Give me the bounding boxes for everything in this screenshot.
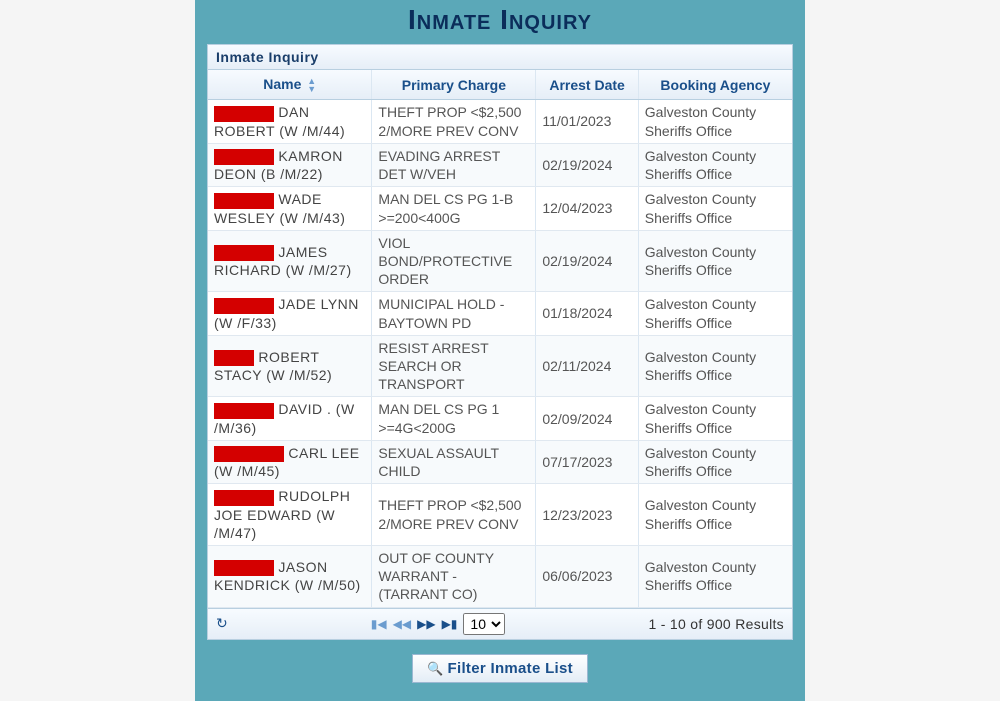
page-root: Inmate Inquiry Inmate Inquiry Name ▲▼ Pr… — [0, 0, 1000, 625]
cell-arrest: 07/17/2023 — [536, 440, 638, 483]
cell-name: ROBERT STACY (W /M/52) — [208, 335, 372, 397]
cell-arrest: 01/18/2024 — [536, 292, 638, 335]
redacted-name — [214, 560, 274, 576]
filter-button-wrap: 🔍 Filter Inmate List — [207, 654, 793, 683]
redacted-name — [214, 149, 274, 165]
redacted-name — [214, 490, 274, 506]
cell-agency: Galveston County Sheriffs Office — [638, 143, 792, 186]
sort-indicator-icon: ▲▼ — [307, 77, 316, 93]
grid-caption: Inmate Inquiry — [208, 45, 792, 70]
cell-agency: Galveston County Sheriffs Office — [638, 230, 792, 292]
cell-agency: Galveston County Sheriffs Office — [638, 484, 792, 546]
results-table: Name ▲▼ Primary Charge Arrest Date Booki… — [208, 70, 792, 608]
prev-page-icon[interactable]: ◀◀ — [393, 617, 411, 631]
cell-charge: THEFT PROP <$2,500 2/MORE PREV CONV — [372, 100, 536, 143]
cell-charge: SEXUAL ASSAULT CHILD — [372, 440, 536, 483]
col-header-name[interactable]: Name ▲▼ — [208, 70, 372, 100]
table-row[interactable]: JADE LYNN (W /F/33)MUNICIPAL HOLD - BAYT… — [208, 292, 792, 335]
page-title: Inmate Inquiry — [207, 0, 793, 44]
cell-charge: MAN DEL CS PG 1 >=4G<200G — [372, 397, 536, 440]
redacted-name — [214, 403, 274, 419]
redacted-name — [214, 193, 274, 209]
table-row[interactable]: WADE WESLEY (W /M/43)MAN DEL CS PG 1-B >… — [208, 187, 792, 230]
cell-agency: Galveston County Sheriffs Office — [638, 292, 792, 335]
col-header-name-label: Name — [263, 76, 301, 92]
cell-agency: Galveston County Sheriffs Office — [638, 335, 792, 397]
cell-arrest: 12/23/2023 — [536, 484, 638, 546]
cell-arrest: 02/19/2024 — [536, 143, 638, 186]
cell-arrest: 11/01/2023 — [536, 100, 638, 143]
redacted-name — [214, 446, 284, 462]
refresh-icon[interactable]: ↻ — [216, 615, 228, 632]
cell-charge: THEFT PROP <$2,500 2/MORE PREV CONV — [372, 484, 536, 546]
cell-agency: Galveston County Sheriffs Office — [638, 440, 792, 483]
col-header-charge[interactable]: Primary Charge — [372, 70, 536, 100]
cell-arrest: 02/19/2024 — [536, 230, 638, 292]
col-header-arrest[interactable]: Arrest Date — [536, 70, 638, 100]
cell-arrest: 12/04/2023 — [536, 187, 638, 230]
results-grid: Inmate Inquiry Name ▲▼ Primary Charge Ar… — [207, 44, 793, 640]
cell-arrest: 02/11/2024 — [536, 335, 638, 397]
next-page-icon[interactable]: ▶▶ — [417, 617, 435, 631]
cell-name: WADE WESLEY (W /M/43) — [208, 187, 372, 230]
table-row[interactable]: RUDOLPH JOE EDWARD (W /M/47)THEFT PROP <… — [208, 484, 792, 546]
cell-charge: OUT OF COUNTY WARRANT - (TARRANT CO) — [372, 546, 536, 608]
cell-agency: Galveston County Sheriffs Office — [638, 100, 792, 143]
magnifier-icon: 🔍 — [427, 661, 444, 676]
header-row: Name ▲▼ Primary Charge Arrest Date Booki… — [208, 70, 792, 100]
table-row[interactable]: KAMRON DEON (B /M/22)EVADING ARREST DET … — [208, 143, 792, 186]
filter-inmate-list-button[interactable]: 🔍 Filter Inmate List — [412, 654, 588, 683]
table-row[interactable]: JASON KENDRICK (W /M/50)OUT OF COUNTY WA… — [208, 546, 792, 608]
cell-name: JAMES RICHARD (W /M/27) — [208, 230, 372, 292]
table-row[interactable]: DAN ROBERT (W /M/44)THEFT PROP <$2,500 2… — [208, 100, 792, 143]
cell-charge: VIOL BOND/PROTECTIVE ORDER — [372, 230, 536, 292]
cell-name: DAN ROBERT (W /M/44) — [208, 100, 372, 143]
redacted-name — [214, 298, 274, 314]
redacted-name — [214, 350, 254, 366]
table-row[interactable]: JAMES RICHARD (W /M/27)VIOL BOND/PROTECT… — [208, 230, 792, 292]
cell-name: JADE LYNN (W /F/33) — [208, 292, 372, 335]
table-row[interactable]: DAVID . (W /M/36)MAN DEL CS PG 1 >=4G<20… — [208, 397, 792, 440]
cell-name: RUDOLPH JOE EDWARD (W /M/47) — [208, 484, 372, 546]
cell-name: JASON KENDRICK (W /M/50) — [208, 546, 372, 608]
filter-button-label: Filter Inmate List — [448, 660, 573, 677]
cell-agency: Galveston County Sheriffs Office — [638, 187, 792, 230]
cell-arrest: 06/06/2023 — [536, 546, 638, 608]
cell-name: CARL LEE (W /M/45) — [208, 440, 372, 483]
cell-agency: Galveston County Sheriffs Office — [638, 546, 792, 608]
cell-charge: MAN DEL CS PG 1-B >=200<400G — [372, 187, 536, 230]
cell-arrest: 02/09/2024 — [536, 397, 638, 440]
pager-bar: ↻ ▮◀ ◀◀ ▶▶ ▶▮ 102050 1 - 10 of 900 Resul… — [208, 608, 792, 639]
table-row[interactable]: ROBERT STACY (W /M/52)RESIST ARREST SEAR… — [208, 335, 792, 397]
table-row[interactable]: CARL LEE (W /M/45)SEXUAL ASSAULT CHILD07… — [208, 440, 792, 483]
col-header-agency[interactable]: Booking Agency — [638, 70, 792, 100]
cell-charge: MUNICIPAL HOLD - BAYTOWN PD — [372, 292, 536, 335]
cell-name: KAMRON DEON (B /M/22) — [208, 143, 372, 186]
cell-charge: RESIST ARREST SEARCH OR TRANSPORT — [372, 335, 536, 397]
cell-name: DAVID . (W /M/36) — [208, 397, 372, 440]
pager-info: 1 - 10 of 900 Results — [649, 616, 785, 632]
cell-charge: EVADING ARREST DET W/VEH — [372, 143, 536, 186]
content-panel: Inmate Inquiry Inmate Inquiry Name ▲▼ Pr… — [195, 0, 805, 701]
pager-controls: ▮◀ ◀◀ ▶▶ ▶▮ 102050 — [238, 613, 639, 635]
redacted-name — [214, 245, 274, 261]
first-page-icon[interactable]: ▮◀ — [371, 617, 387, 631]
redacted-name — [214, 106, 274, 122]
page-size-select[interactable]: 102050 — [463, 613, 505, 635]
last-page-icon[interactable]: ▶▮ — [442, 617, 458, 631]
cell-agency: Galveston County Sheriffs Office — [638, 397, 792, 440]
